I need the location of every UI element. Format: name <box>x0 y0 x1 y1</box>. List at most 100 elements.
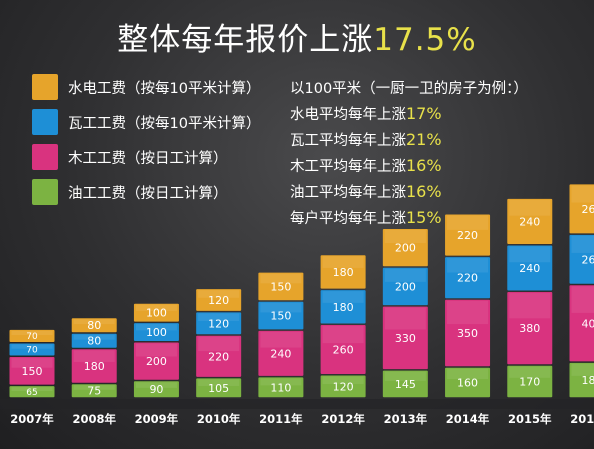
bar-segment-highlight <box>198 290 240 298</box>
bar-segment-plumbing <box>196 289 242 311</box>
x-tick-label: 2014年 <box>446 412 490 426</box>
x-tick-label: 2007年 <box>10 412 54 426</box>
bar-segment-tiling <box>9 343 55 356</box>
x-tick-label: 2011年 <box>259 412 303 426</box>
bar-value-label: 260 <box>333 343 354 356</box>
bar-value-label: 120 <box>208 317 229 330</box>
legend-swatch-plumbing <box>32 74 58 100</box>
chart-title-text: 整体每年报价上涨 <box>117 22 374 58</box>
bar-value-label: 75 <box>87 385 101 398</box>
legend-label-painting: 油工工费（按日工计算） <box>68 186 228 202</box>
bar-segment-highlight <box>447 215 489 230</box>
bar-value-label: 180 <box>84 360 105 373</box>
bar-segment-carpentry <box>196 335 242 377</box>
legend-label-tiling: 瓦工工费（按每10平米计算） <box>68 116 261 132</box>
bar-value-label: 80 <box>87 319 101 332</box>
bar-segment-tiling <box>507 245 553 291</box>
bar-segment-carpentry <box>9 357 55 385</box>
bar-segment-highlight <box>509 293 551 319</box>
bar-segment-highlight <box>571 363 594 376</box>
bar-segment-highlight <box>73 319 115 325</box>
bar-value-label: 100 <box>146 326 167 339</box>
bar-value-label: 80 <box>87 335 101 348</box>
bar-segment-plumbing <box>445 214 491 256</box>
note-plumbing: 水电平均每年上涨17% <box>290 103 442 124</box>
chart-title-percent: 17.5% <box>373 22 477 58</box>
bar-segment-plumbing <box>9 329 55 342</box>
bar-segment-highlight <box>11 358 53 368</box>
bar-segment-highlight <box>135 343 177 357</box>
bar-segment-highlight <box>509 246 551 263</box>
bar-segment-plumbing <box>382 229 428 267</box>
legend-swatch-tiling <box>32 109 58 135</box>
bar-segment-highlight <box>260 302 302 313</box>
bar-value-label: 120 <box>333 380 354 393</box>
note-carpentry-label: 木工平均每年上涨 <box>290 159 406 175</box>
bar-segment-highlight <box>571 185 594 203</box>
note-household-label: 每户平均每年上涨 <box>290 211 406 227</box>
x-tick-label: 2008年 <box>72 412 116 426</box>
bar-segment-painting <box>258 377 304 398</box>
x-tick-label: 2013年 <box>384 412 428 426</box>
bar-segment-plumbing <box>569 184 594 234</box>
legend-swatch-carpentry <box>32 144 58 170</box>
bar-segment-tiling <box>133 323 179 341</box>
note-painting-label: 油工平均每年上涨 <box>290 185 406 201</box>
bar-segment-tiling <box>569 234 594 284</box>
bar-segment-highlight <box>322 326 364 344</box>
bar-segment-painting <box>9 386 55 398</box>
bar-segment-highlight <box>384 268 426 282</box>
bar-value-label: 180 <box>333 266 354 279</box>
bar-value-label: 145 <box>395 378 416 391</box>
bar-segment-highlight <box>384 371 426 381</box>
bar-value-label: 200 <box>146 355 167 368</box>
x-tick-label: 2015年 <box>508 412 552 426</box>
bar-value-label: 105 <box>208 382 229 395</box>
bar-segment-tiling <box>320 290 366 324</box>
bar-segment-carpentry <box>507 292 553 365</box>
bar-segment-painting <box>71 384 117 398</box>
bar-value-label: 150 <box>270 280 291 293</box>
bar-segment-carpentry <box>382 306 428 370</box>
bar-segment-painting <box>569 362 594 398</box>
bar-segment-carpentry <box>445 299 491 367</box>
note-carpentry-value: 16% <box>406 156 442 175</box>
bar-segment-highlight <box>73 334 115 340</box>
bar-segment-tiling <box>258 301 304 330</box>
bar-value-label: 240 <box>270 347 291 360</box>
bar-value-label: 200 <box>395 242 416 255</box>
bar-segment-carpentry <box>258 330 304 376</box>
bar-segment-carpentry <box>133 342 179 380</box>
bar-value-label: 380 <box>519 322 540 335</box>
legend-swatch-painting <box>32 179 58 205</box>
bar-segment-plumbing <box>71 318 117 333</box>
note-tiling-value: 21% <box>406 130 442 149</box>
bar-value-label: 400 <box>582 317 594 330</box>
note-painting: 油工平均每年上涨16% <box>290 181 442 202</box>
bar-value-label: 200 <box>395 280 416 293</box>
x-tick-label: 2009年 <box>135 412 179 426</box>
bar-value-label: 220 <box>457 229 478 242</box>
bar-segment-highlight <box>198 336 240 352</box>
bar-segment-plumbing <box>133 303 179 322</box>
bar-segment-highlight <box>384 230 426 244</box>
bar-value-label: 65 <box>26 388 37 398</box>
bar-value-label: 100 <box>146 307 167 320</box>
bar-segment-highlight <box>571 286 594 313</box>
note-plumbing-value: 17% <box>406 104 442 123</box>
bar-segment-tiling <box>71 333 117 348</box>
bar-segment-highlight <box>447 368 489 380</box>
note-carpentry: 木工平均每年上涨16% <box>290 155 442 176</box>
bar-segment-plumbing <box>320 255 366 289</box>
legend-label-plumbing: 水电工费（按每10平米计算） <box>68 81 261 97</box>
bar-segment-painting <box>320 375 366 398</box>
note-intro: 以100平米（一厨一卫的房子为例：） <box>290 81 528 97</box>
bar-segment-painting <box>133 381 179 398</box>
bar-segment-tiling <box>196 312 242 335</box>
bar-segment-carpentry <box>320 325 366 374</box>
bar-value-label: 260 <box>582 203 594 216</box>
bar-segment-tiling <box>445 257 491 299</box>
bar-segment-highlight <box>198 313 240 322</box>
note-tiling-label: 瓦工平均每年上涨 <box>290 133 406 149</box>
